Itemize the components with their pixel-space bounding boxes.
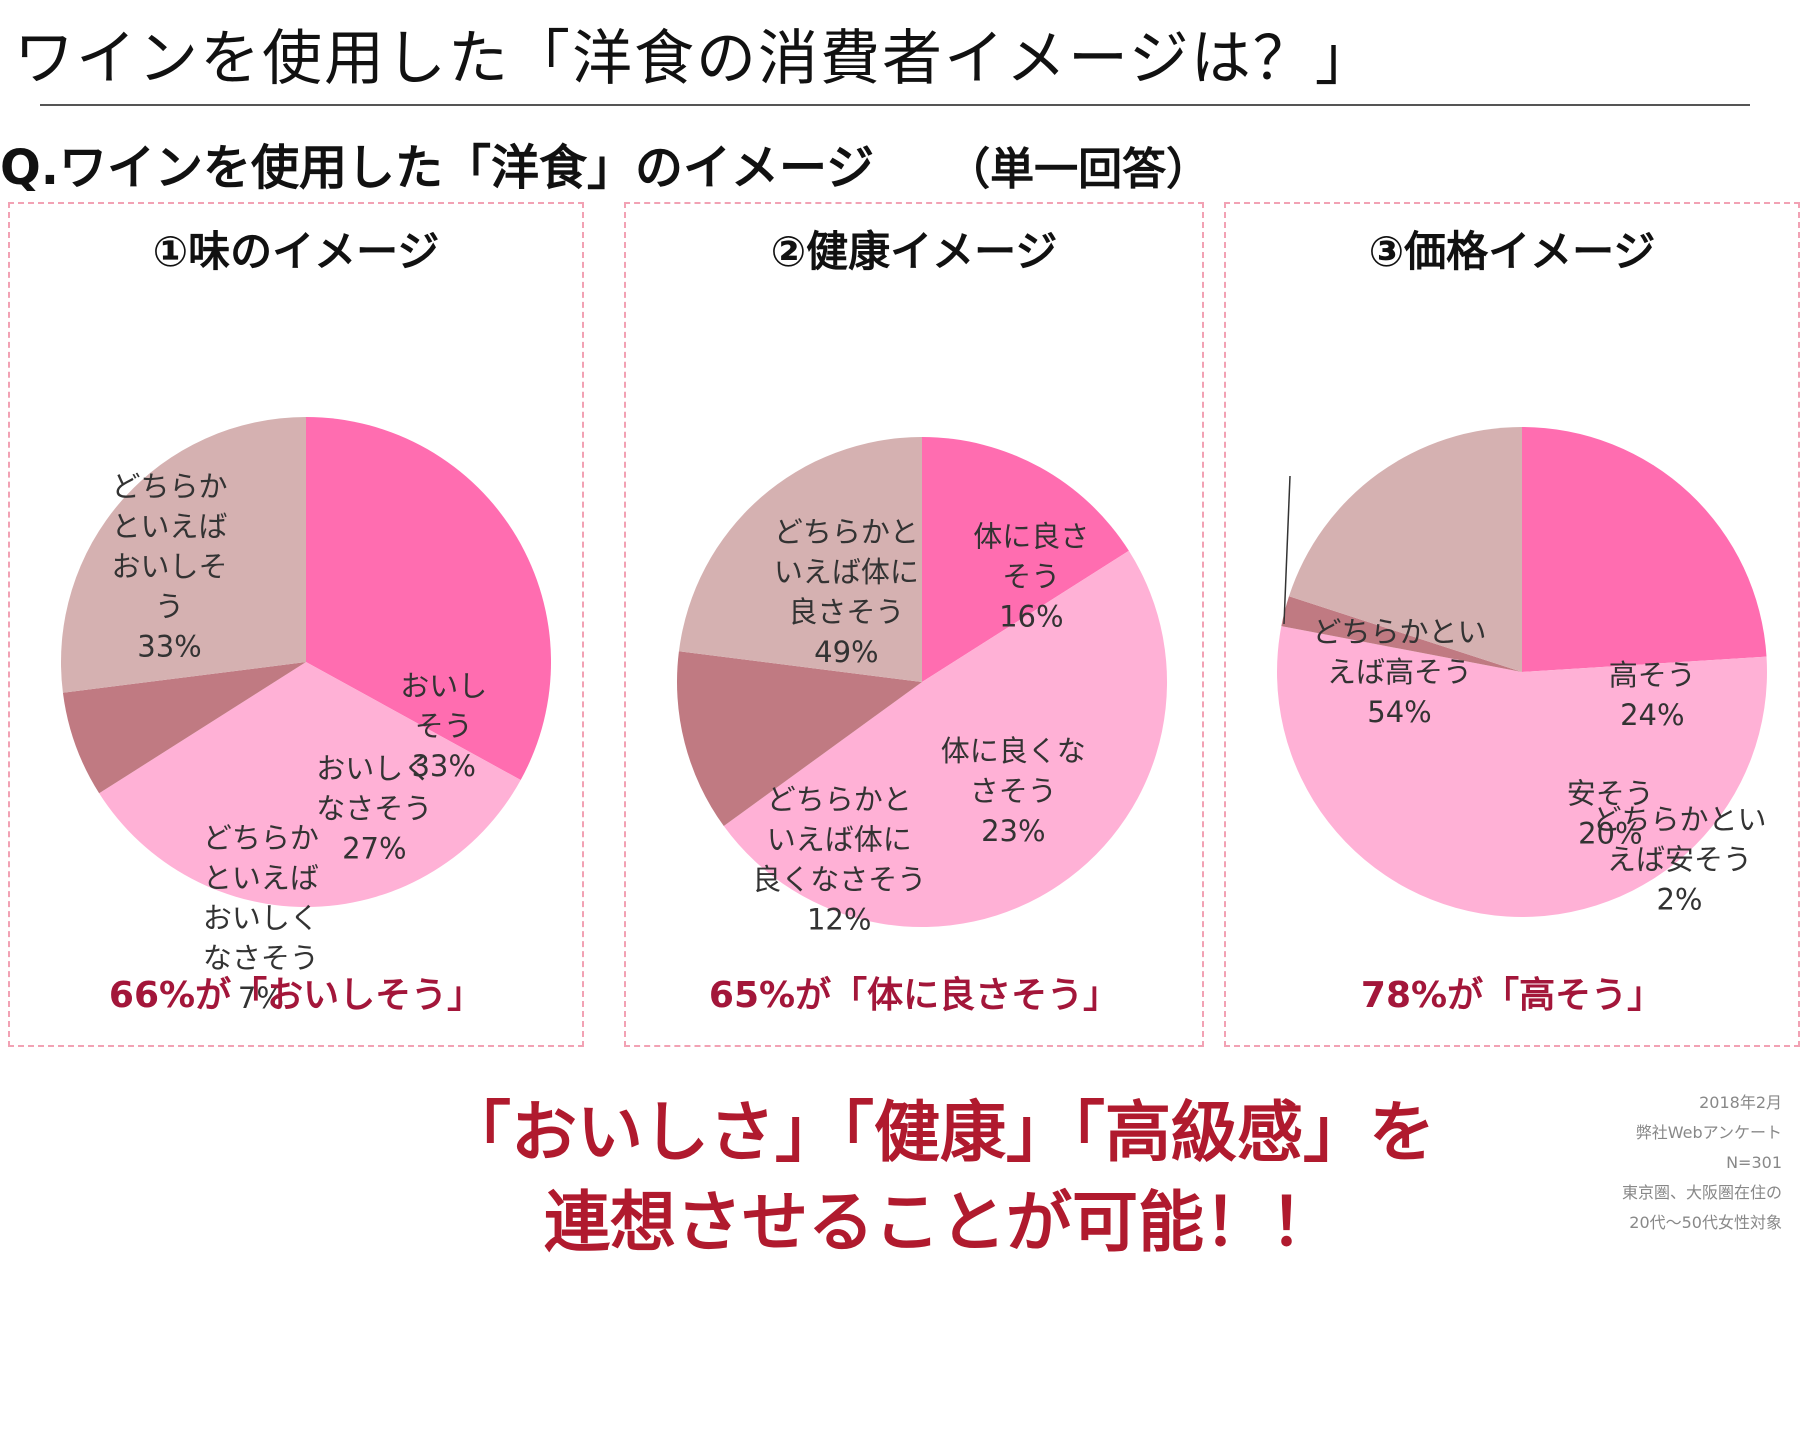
question-text: Q.ワインを使用した「洋食」のイメージ [0, 140, 875, 196]
slice-label-3: 安そう 20% [1567, 776, 1654, 850]
leader-line [1283, 475, 1291, 625]
slice-label-1: どちらかといえば高そう 54% [1312, 615, 1486, 729]
pie-slice-3 [1288, 427, 1522, 672]
footnote-line: 20代～50代女性対象 [1629, 1213, 1782, 1232]
slice-label-2: どちらかといえば体に良くなさそう 12% [752, 783, 926, 937]
pie-slice-1 [1277, 626, 1768, 917]
chart-panel-price: ③価格イメージ 高そう 24% どちらかといえば高そう 54% どちらかといえば安そう 2… [1224, 202, 1800, 1047]
chart-title-price: ③価格イメージ [1368, 227, 1656, 276]
pie-slice-1 [723, 550, 1168, 928]
conclusion-line: 「おいしさ」「健康」「高級感」を [445, 1094, 1435, 1171]
slice-label-1: どちらかといえば体に良さそう 49% [774, 515, 919, 669]
pie-slice-1 [99, 662, 521, 908]
chart-panel-taste: ①味のイメージ おいしそう 33% どちらかといえばおいしそう 33% どちらかといえば… [8, 202, 584, 1047]
pie-slice-2 [676, 651, 922, 827]
pie-slice-0 [1522, 427, 1767, 672]
pie-chart-taste: おいしそう 33% どちらかといえばおいしそう 33% どちらかといえばおいしくなさそう… [60, 417, 552, 1015]
pie-slice-3 [678, 437, 922, 682]
slice-label-1: どちらかといえばおいしそう 33% [111, 469, 227, 663]
slice-label-0: 高そう 24% [1609, 658, 1696, 732]
slice-label-0: おいしそう 33% [400, 669, 487, 783]
pie-chart-health: 体に良さそう 16% どちらかといえば体に良さそう 49% どちらかといえば体に良くなさ… [676, 437, 1168, 937]
pie-chart-price: 高そう 24% どちらかといえば高そう 54% どちらかといえば安そう 2%安そう 20% [1277, 427, 1768, 917]
page-title: ワインを使用した「洋食の消費者イメージは？」 [14, 24, 1377, 94]
slice-label-3: おいしくなさそう 27% [316, 752, 432, 866]
chart-summary-price: 78%が「高そう」 [1360, 975, 1664, 1016]
chart-summary-taste: 66%が「おいしそう」 [108, 975, 484, 1016]
pie-slice-0 [306, 417, 552, 781]
chart-title-taste: ①味のイメージ [152, 227, 440, 276]
conclusion-line: 連想させることが可能！！ [544, 1184, 1336, 1261]
question-heading: Q.ワインを使用した「洋食」のイメージ （単一回答） [0, 128, 1210, 198]
pie-slice-2 [1281, 596, 1522, 672]
pie-slice-3 [60, 417, 307, 693]
slice-label-2: どちらかといえばおいしくなさそう 7% [203, 821, 319, 1015]
title-divider [40, 104, 1750, 106]
footnote-line: N=301 [1726, 1153, 1782, 1172]
chart-panel-health: ②健康イメージ 体に良さそう 16% どちらかといえば体に良さそう 49% どちらかとい… [624, 202, 1204, 1047]
slice-label-3: 体に良くなさそう 23% [941, 734, 1086, 848]
footnote-line: 東京圏、大阪圏在住の [1621, 1183, 1782, 1202]
pie-slice-0 [922, 437, 1129, 682]
footnote-line: 2018年2月 [1699, 1093, 1782, 1112]
question-note: （単一回答） [946, 144, 1211, 195]
conclusion-message: 「おいしさ」「健康」「高級感」を 連想させることが可能！！ [420, 1088, 1460, 1268]
pie-slice-2 [62, 662, 307, 794]
chart-title-health: ②健康イメージ [770, 227, 1058, 276]
slice-label-0: 体に良さそう 16% [973, 520, 1089, 634]
footnote-line: 弊社Webアンケート [1635, 1123, 1782, 1142]
chart-summary-health: 65%が「体に良さそう」 [708, 975, 1120, 1016]
survey-footnote: 2018年2月 弊社Webアンケート N=301 東京圏、大阪圏在住の 20代～… [1520, 1088, 1782, 1238]
slice-label-2: どちらかといえば安そう 2% [1592, 803, 1766, 917]
